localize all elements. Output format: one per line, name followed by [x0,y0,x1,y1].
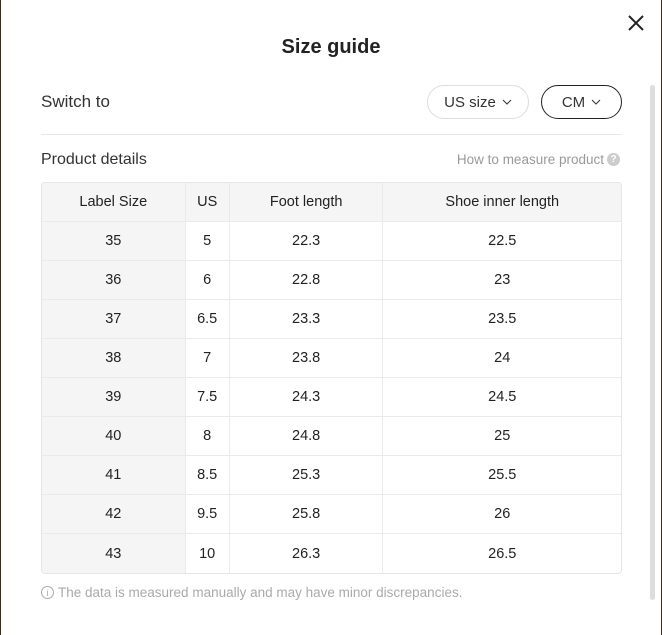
table-cell: 23 [383,261,621,300]
table-cell: 10 [186,534,230,573]
table-cell: 23.3 [229,300,384,339]
table-row: 39 7.5 24.3 24.5 [42,378,621,417]
table-cell: 22.5 [383,222,621,261]
table-cell: 5 [185,222,230,261]
table-cell: 7 [185,339,230,378]
divider [41,134,622,135]
table-row: 38 7 23.8 24 [42,339,621,378]
table-cell: 43 [42,534,186,573]
disclaimer-text: The data is measured manually and may ha… [58,585,463,600]
info-icon: i [41,586,54,599]
column-header: Foot length [229,183,384,222]
table-cell: 40 [42,417,186,456]
column-header: US [185,183,230,222]
table-cell: 25.5 [383,456,621,495]
table-cell: 23.5 [383,300,621,339]
size-table: Label Size US Foot length Shoe inner length… [41,182,622,574]
table-cell: 8.5 [185,456,230,495]
table-cell: 23.8 [229,339,384,378]
table-cell: 35 [42,222,186,261]
product-details-heading: Product details [41,151,147,168]
close-icon[interactable] [625,12,647,34]
how-to-measure-label: How to measure product [456,152,604,167]
size-system-value: US size [444,93,496,111]
table-cell: 24.8 [229,417,384,456]
chevron-down-icon [591,99,601,105]
table-row: 36 6 22.8 23 [42,261,621,300]
unit-value: CM [561,93,586,111]
table-cell: 26 [383,495,621,534]
table-cell: 24 [383,339,621,378]
disclaimer-note: i The data is measured manually and may h… [41,585,462,600]
table-row: 40 8 24.8 25 [42,417,621,456]
table-cell: 22.3 [229,222,384,261]
how-to-measure-link[interactable]: How to measure product? [457,152,620,167]
table-cell: 6.5 [185,300,230,339]
question-icon: ? [607,153,620,166]
table-row: 41 8.5 25.3 25.5 [42,456,621,495]
table-cell: 7.5 [185,378,230,417]
table-cell: 24.3 [229,378,384,417]
scrollbar[interactable] [650,85,655,600]
table-cell: 8 [185,417,230,456]
table-cell: 22.8 [229,261,384,300]
table-cell: 38 [42,339,186,378]
table-row: 35 5 22.3 22.5 [42,222,621,261]
table-row: 37 6.5 23.3 23.5 [42,300,621,339]
table-cell: 24.5 [383,378,621,417]
table-cell: 39 [42,378,186,417]
table-cell: 25 [383,417,621,456]
size-system-select[interactable]: US size [427,85,529,119]
table-row: 42 9.5 25.8 26 [42,495,621,534]
table-cell: 41 [42,456,186,495]
chevron-down-icon [502,99,512,105]
table-cell: 37 [42,300,186,339]
table-cell: 26.5 [488,545,517,562]
switch-label: Switch to [41,92,110,111]
table-cell: 25.3 [229,456,384,495]
modal-title: Size guide [281,36,381,58]
table-cell: 6 [185,261,230,300]
table-row: 43 10 26.3 26.5 [42,534,621,573]
unit-select[interactable]: CM [541,85,622,119]
table-cell: 9.5 [185,495,230,534]
column-header: Label Size [42,183,186,222]
table-cell: 36 [42,261,186,300]
table-cell: 42 [42,495,186,534]
column-header: Shoe inner length [383,183,621,222]
table-cell: 26.3 [230,534,384,573]
table-cell: 25.8 [229,495,384,534]
